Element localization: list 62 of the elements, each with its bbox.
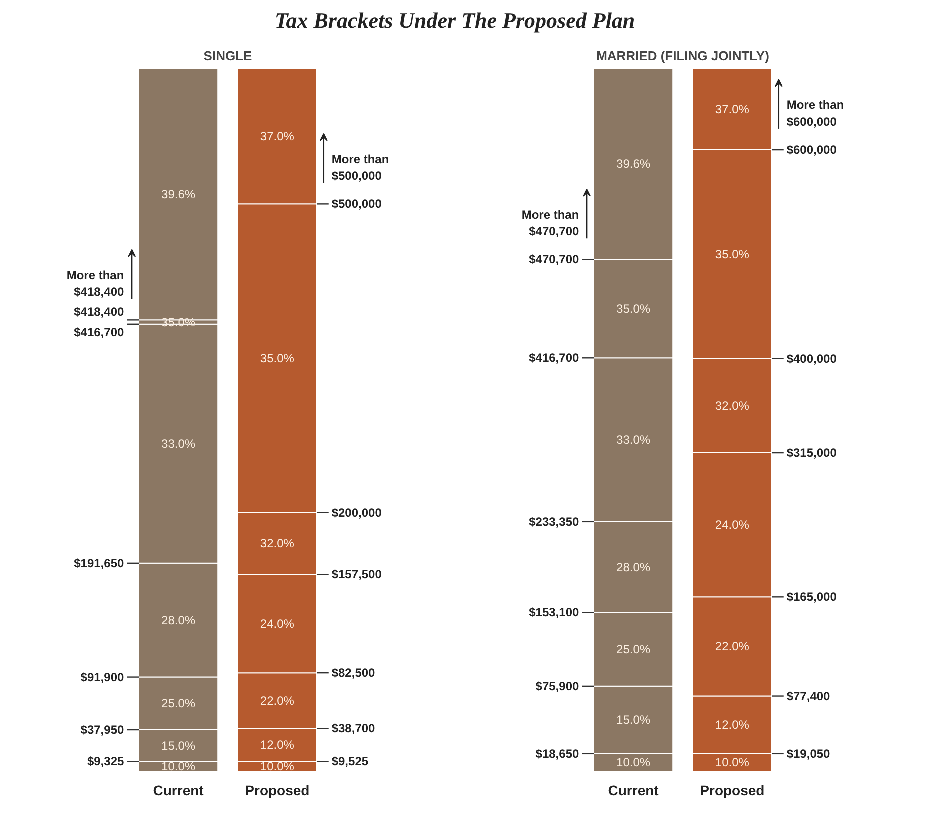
text: $9,325 — [87, 755, 124, 770]
series-label: 35.0% — [715, 248, 750, 262]
text: $416,700 — [529, 352, 580, 366]
text: Tax Brackets Under The Proposed Plan — [274, 7, 636, 35]
series-label: 39.6% — [162, 188, 196, 202]
text: $400,000 — [786, 352, 838, 366]
text: $82,500 — [332, 666, 376, 680]
text: $37,950 — [80, 723, 124, 738]
series-label: 24.0% — [260, 617, 295, 632]
text: $38,700 — [332, 722, 376, 736]
text: More than $600,000 — [786, 98, 844, 130]
series-label: 35.0% — [260, 352, 295, 366]
text: $19,050 — [786, 747, 831, 762]
series-label: 22.0% — [260, 694, 295, 708]
text: $200,000 — [332, 506, 382, 520]
text: $315,000 — [786, 446, 838, 460]
text: $600,000 — [786, 143, 838, 158]
text: $77,400 — [786, 690, 831, 704]
series-label: 24.0% — [715, 518, 750, 533]
series-label: 10.0% — [162, 760, 196, 774]
series-label: 32.0% — [715, 399, 750, 414]
text: More than $470,700 — [522, 208, 580, 240]
series-label: 32.0% — [260, 537, 295, 552]
text: More than $418,400 — [66, 268, 124, 300]
text: $18,650 — [536, 747, 580, 762]
series-label: 39.6% — [616, 158, 651, 172]
text: $418,400 — [74, 306, 124, 320]
text: $416,700 — [74, 326, 124, 340]
series-label: 10.0% — [260, 760, 295, 774]
series-label: 10.0% — [715, 756, 750, 770]
text: $470,700 — [529, 253, 580, 268]
text: $191,650 — [74, 556, 124, 571]
series-label: 37.0% — [260, 130, 295, 144]
series-label: 35.0% — [616, 302, 651, 316]
series-label: 33.0% — [162, 437, 196, 452]
text: $165,000 — [786, 590, 838, 605]
series-label: 28.0% — [616, 560, 651, 575]
x-tick-label: Proposed — [245, 782, 310, 799]
chart-subtitle: SINGLE — [204, 48, 253, 64]
x-tick-label: Current — [153, 782, 204, 799]
x-tick-label: Proposed — [700, 782, 765, 799]
series-label: 33.0% — [616, 433, 651, 448]
series-label: 25.0% — [616, 642, 651, 657]
text: $91,900 — [80, 670, 124, 685]
series-label: 25.0% — [162, 697, 196, 712]
series-label: 10.0% — [616, 756, 651, 770]
series-label: 15.0% — [616, 714, 651, 728]
chart-subtitle: MARRIED (FILING JOINTLY) — [596, 48, 770, 64]
text: $75,900 — [536, 680, 580, 694]
series-label: 12.0% — [260, 738, 295, 753]
series-label: 22.0% — [715, 640, 750, 654]
series-label: 28.0% — [162, 614, 196, 628]
series-label: 12.0% — [715, 718, 750, 733]
text: $233,350 — [529, 515, 580, 530]
text: $157,500 — [332, 568, 382, 582]
text: More than $500,000 — [332, 152, 390, 184]
text: $500,000 — [332, 198, 382, 212]
text: $9,525 — [332, 755, 369, 770]
series-label: 15.0% — [162, 739, 196, 754]
series-label: 37.0% — [715, 102, 750, 117]
x-tick-label: Current — [608, 782, 660, 799]
text: $153,100 — [529, 606, 580, 620]
